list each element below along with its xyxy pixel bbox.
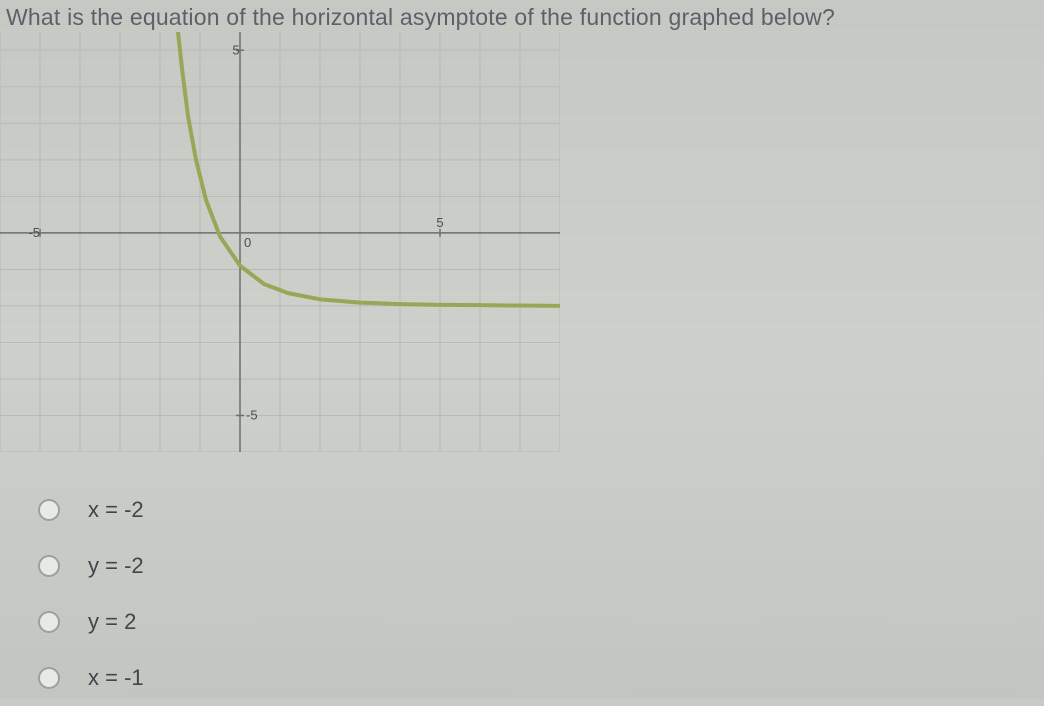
option-row: y = 2 xyxy=(38,594,144,650)
option-label: x = -1 xyxy=(88,665,144,691)
option-row: x = -2 xyxy=(38,482,144,538)
radio-button[interactable] xyxy=(38,555,60,577)
svg-text:-5: -5 xyxy=(28,225,40,240)
option-row: y = -2 xyxy=(38,538,144,594)
radio-button[interactable] xyxy=(38,611,60,633)
svg-text:5: 5 xyxy=(436,215,443,230)
option-label: y = 2 xyxy=(88,609,136,635)
options-group: x = -2 y = -2 y = 2 x = -1 xyxy=(38,482,144,706)
option-label: y = -2 xyxy=(88,553,144,579)
question-text: What is the equation of the horizontal a… xyxy=(6,4,835,31)
svg-text:5: 5 xyxy=(232,42,239,57)
svg-text:-5: -5 xyxy=(246,407,258,422)
function-graph: -5 5 5 -5 0 xyxy=(0,32,560,452)
radio-button[interactable] xyxy=(38,667,60,689)
radio-button[interactable] xyxy=(38,499,60,521)
option-label: x = -2 xyxy=(88,497,144,523)
option-row: x = -1 xyxy=(38,650,144,706)
svg-text:0: 0 xyxy=(244,235,251,250)
